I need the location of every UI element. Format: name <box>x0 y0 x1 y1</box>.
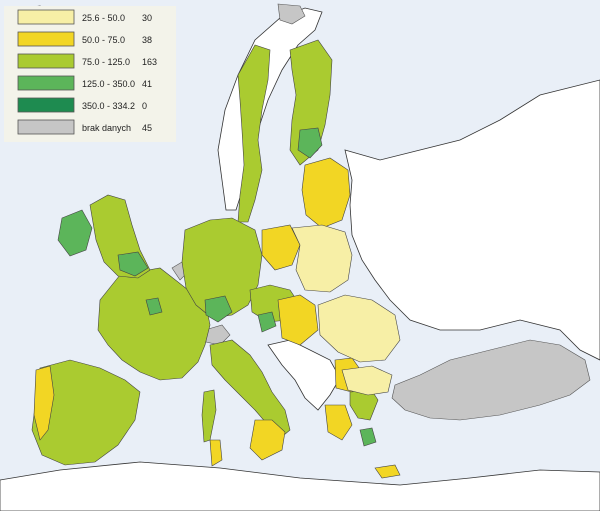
legend-range-6: brak danych <box>82 123 131 133</box>
bavaria-region <box>204 295 233 323</box>
poland-east <box>291 224 353 293</box>
legend-range-4: 125.0 - 350.0 <box>82 79 135 89</box>
eastern-europe <box>344 79 600 361</box>
north-africa <box>0 461 600 511</box>
legend-range-1: 25.6 - 50.0 <box>82 13 125 23</box>
legend-range-2: 50.0 - 75.0 <box>82 35 125 45</box>
legend-range-5: 350.0 - 334.2 <box>82 101 135 111</box>
legend-count-5: 0 <box>142 101 147 111</box>
legend-count-3: 163 <box>142 57 157 67</box>
legend-swatch-5 <box>17 97 75 113</box>
sardinia-south <box>209 439 223 467</box>
legend-count-6: 45 <box>142 123 152 133</box>
greece-west <box>324 404 353 441</box>
portugal <box>33 365 55 441</box>
sweden <box>237 44 271 223</box>
no-data-north <box>277 3 306 25</box>
baltics <box>301 157 351 229</box>
tier-25-50 <box>291 224 401 396</box>
legend-count-1: 30 <box>142 13 152 23</box>
helsinki-region <box>297 127 323 159</box>
bulgaria <box>341 365 393 396</box>
legend-panel <box>4 6 176 142</box>
poland-west <box>261 224 301 271</box>
hungary-slovakia <box>277 294 319 346</box>
legend-count-2: 38 <box>142 35 152 45</box>
vienna-region <box>257 311 277 333</box>
germany <box>181 217 263 319</box>
legend-range-3: 75.0 - 125.0 <box>82 57 130 67</box>
legend-swatch-3 <box>17 53 75 69</box>
spain <box>31 359 141 466</box>
athens-region <box>359 427 377 447</box>
paris-region <box>145 297 163 316</box>
legend-swatch-6 <box>17 119 75 135</box>
legend-swatch-4 <box>17 75 75 91</box>
ireland <box>57 209 93 257</box>
no-data-regions <box>171 3 591 421</box>
tier-125-350 <box>57 127 377 447</box>
western-balkans <box>267 339 341 411</box>
london-region <box>117 251 149 277</box>
legend-swatch-2 <box>17 31 75 47</box>
romania <box>317 294 401 363</box>
crete <box>374 464 401 479</box>
southern-italy <box>249 419 286 461</box>
turkey <box>391 339 591 421</box>
legend-count-4: 41 <box>142 79 152 89</box>
france <box>97 267 211 381</box>
legend: 25.6 - 50.0 30 50.0 - 75.0 38 75.0 - 125… <box>17 9 157 135</box>
legend-swatch-1 <box>17 9 75 25</box>
